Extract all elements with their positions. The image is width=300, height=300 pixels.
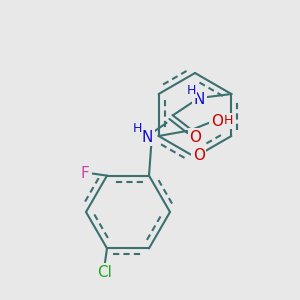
Text: O: O <box>211 113 223 128</box>
Text: N: N <box>142 130 153 145</box>
Text: O: O <box>193 148 205 163</box>
Text: H: H <box>133 122 142 136</box>
Text: H: H <box>187 83 196 97</box>
Text: H: H <box>224 115 233 128</box>
Text: N: N <box>194 92 205 106</box>
Text: Cl: Cl <box>98 265 112 280</box>
Text: O: O <box>189 130 201 145</box>
Text: F: F <box>81 166 89 181</box>
